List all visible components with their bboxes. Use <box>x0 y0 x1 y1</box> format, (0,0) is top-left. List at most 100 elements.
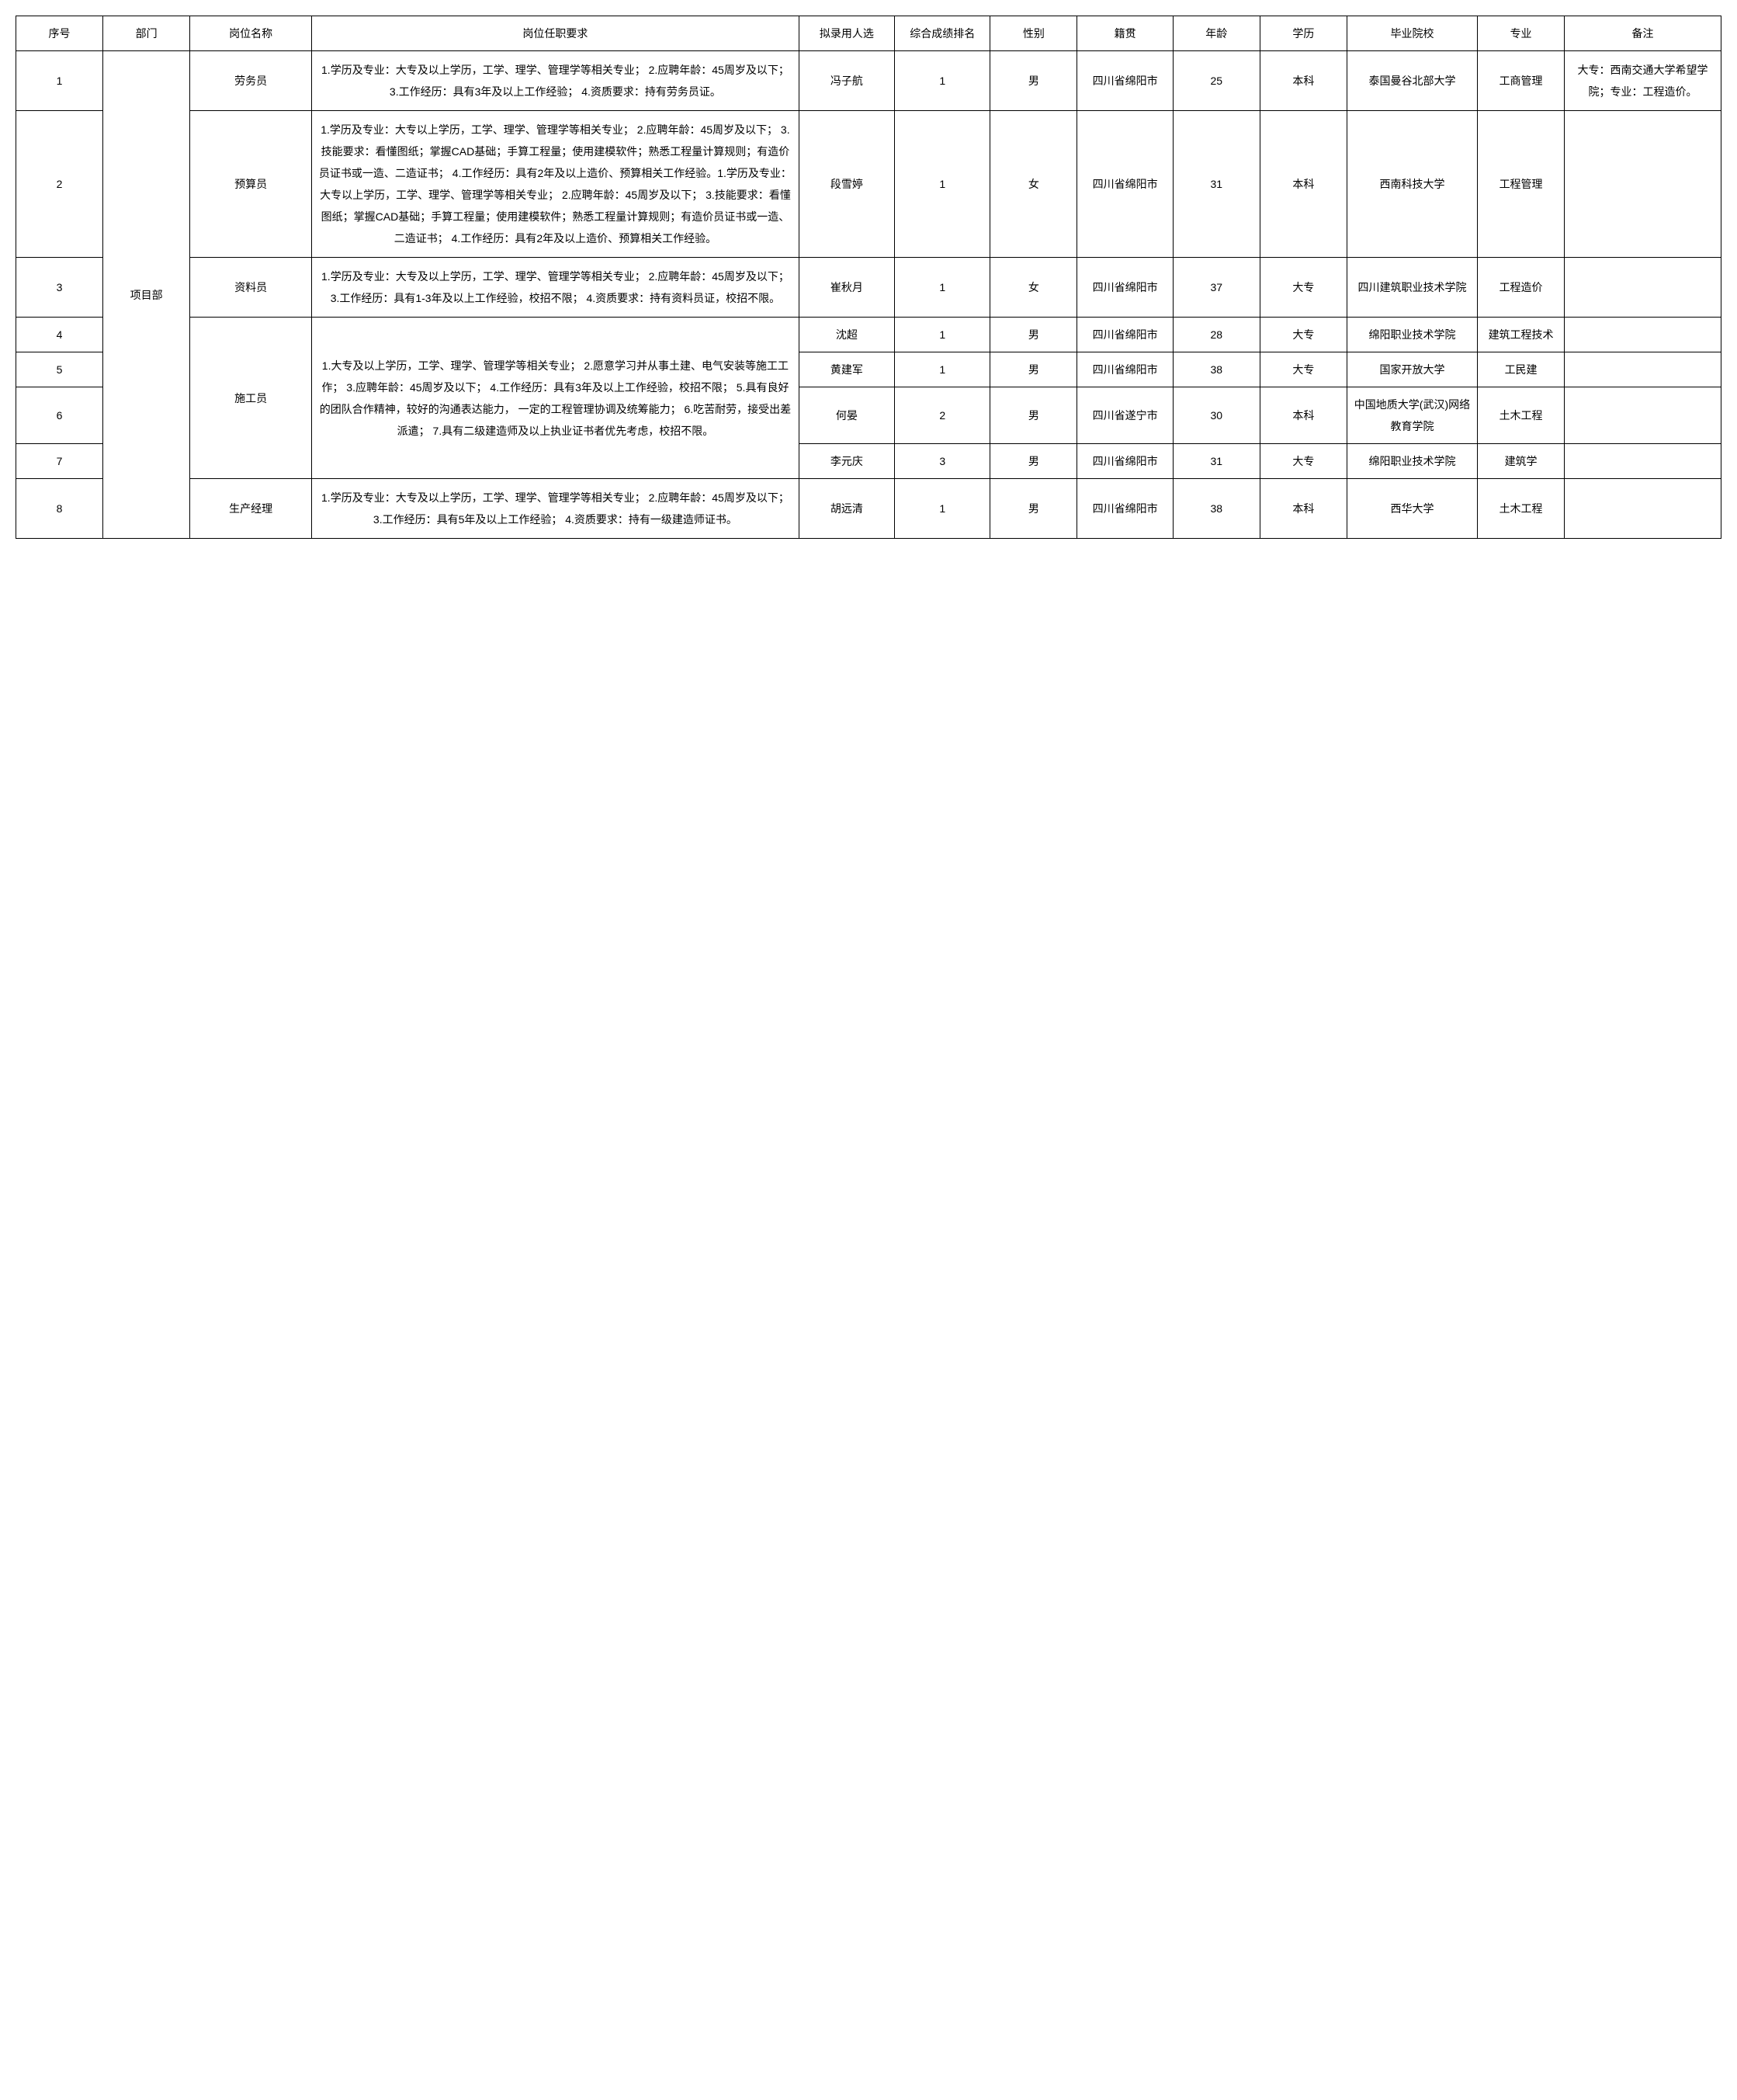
cell-position: 施工员 <box>190 318 312 479</box>
cell-age: 31 <box>1173 444 1260 479</box>
cell-major: 建筑学 <box>1478 444 1565 479</box>
cell-gender: 男 <box>990 318 1077 352</box>
cell-major: 工商管理 <box>1478 51 1565 111</box>
cell-education: 本科 <box>1260 479 1347 539</box>
cell-major: 工程造价 <box>1478 258 1565 318</box>
cell-requirement: 1.大专及以上学历，工学、理学、管理学等相关专业； 2.愿意学习并从事土建、电气… <box>312 318 799 479</box>
cell-gender: 男 <box>990 479 1077 539</box>
cell-rank: 1 <box>895 51 990 111</box>
cell-seq: 3 <box>16 258 103 318</box>
cell-origin: 四川省绵阳市 <box>1077 479 1173 539</box>
cell-education: 大专 <box>1260 444 1347 479</box>
cell-candidate: 崔秋月 <box>799 258 894 318</box>
table-row: 2 预算员 1.学历及专业：大专以上学历，工学、理学、管理学等相关专业； 2.应… <box>16 111 1721 258</box>
table-row: 4 施工员 1.大专及以上学历，工学、理学、管理学等相关专业； 2.愿意学习并从… <box>16 318 1721 352</box>
header-origin: 籍贯 <box>1077 16 1173 51</box>
header-major: 专业 <box>1478 16 1565 51</box>
cell-remark <box>1565 318 1721 352</box>
cell-gender: 男 <box>990 444 1077 479</box>
cell-remark: 大专：西南交通大学希望学院；专业：工程造价。 <box>1565 51 1721 111</box>
table-row: 3 资料员 1.学历及专业：大专及以上学历，工学、理学、管理学等相关专业； 2.… <box>16 258 1721 318</box>
cell-education: 大专 <box>1260 258 1347 318</box>
cell-seq: 6 <box>16 387 103 444</box>
cell-age: 30 <box>1173 387 1260 444</box>
cell-education: 大专 <box>1260 318 1347 352</box>
cell-major: 工程管理 <box>1478 111 1565 258</box>
header-requirement: 岗位任职要求 <box>312 16 799 51</box>
cell-candidate: 冯子航 <box>799 51 894 111</box>
cell-position: 生产经理 <box>190 479 312 539</box>
cell-school: 绵阳职业技术学院 <box>1347 318 1477 352</box>
cell-origin: 四川省遂宁市 <box>1077 387 1173 444</box>
cell-school: 中国地质大学(武汉)网络教育学院 <box>1347 387 1477 444</box>
cell-school: 泰国曼谷北部大学 <box>1347 51 1477 111</box>
cell-major: 土木工程 <box>1478 479 1565 539</box>
header-dept: 部门 <box>103 16 190 51</box>
header-candidate: 拟录用人选 <box>799 16 894 51</box>
cell-remark <box>1565 111 1721 258</box>
cell-remark <box>1565 444 1721 479</box>
cell-school: 西华大学 <box>1347 479 1477 539</box>
header-rank: 综合成绩排名 <box>895 16 990 51</box>
cell-rank: 3 <box>895 444 990 479</box>
header-seq: 序号 <box>16 16 103 51</box>
header-remark: 备注 <box>1565 16 1721 51</box>
cell-major: 土木工程 <box>1478 387 1565 444</box>
cell-rank: 1 <box>895 318 990 352</box>
cell-age: 25 <box>1173 51 1260 111</box>
cell-gender: 女 <box>990 111 1077 258</box>
cell-gender: 女 <box>990 258 1077 318</box>
cell-seq: 5 <box>16 352 103 387</box>
cell-candidate: 黄建军 <box>799 352 894 387</box>
cell-position: 预算员 <box>190 111 312 258</box>
cell-requirement: 1.学历及专业：大专及以上学历，工学、理学、管理学等相关专业； 2.应聘年龄：4… <box>312 258 799 318</box>
cell-candidate: 李元庆 <box>799 444 894 479</box>
header-age: 年龄 <box>1173 16 1260 51</box>
cell-candidate: 段雪婷 <box>799 111 894 258</box>
cell-gender: 男 <box>990 387 1077 444</box>
cell-requirement: 1.学历及专业：大专以上学历，工学、理学、管理学等相关专业； 2.应聘年龄：45… <box>312 111 799 258</box>
cell-rank: 1 <box>895 111 990 258</box>
cell-candidate: 胡远清 <box>799 479 894 539</box>
cell-department: 项目部 <box>103 51 190 539</box>
cell-remark <box>1565 479 1721 539</box>
cell-candidate: 何晏 <box>799 387 894 444</box>
cell-gender: 男 <box>990 51 1077 111</box>
cell-requirement: 1.学历及专业：大专及以上学历，工学、理学、管理学等相关专业； 2.应聘年龄：4… <box>312 51 799 111</box>
cell-requirement: 1.学历及专业：大专及以上学历，工学、理学、管理学等相关专业； 2.应聘年龄：4… <box>312 479 799 539</box>
cell-gender: 男 <box>990 352 1077 387</box>
cell-seq: 8 <box>16 479 103 539</box>
cell-school: 绵阳职业技术学院 <box>1347 444 1477 479</box>
cell-age: 38 <box>1173 352 1260 387</box>
table-row: 1 项目部 劳务员 1.学历及专业：大专及以上学历，工学、理学、管理学等相关专业… <box>16 51 1721 111</box>
header-gender: 性别 <box>990 16 1077 51</box>
cell-origin: 四川省绵阳市 <box>1077 51 1173 111</box>
cell-remark <box>1565 387 1721 444</box>
cell-age: 38 <box>1173 479 1260 539</box>
cell-seq: 2 <box>16 111 103 258</box>
cell-remark <box>1565 258 1721 318</box>
cell-education: 本科 <box>1260 111 1347 258</box>
header-education: 学历 <box>1260 16 1347 51</box>
cell-origin: 四川省绵阳市 <box>1077 111 1173 258</box>
cell-seq: 7 <box>16 444 103 479</box>
recruitment-table: 序号 部门 岗位名称 岗位任职要求 拟录用人选 综合成绩排名 性别 籍贯 年龄 … <box>16 16 1721 539</box>
table-row: 8 生产经理 1.学历及专业：大专及以上学历，工学、理学、管理学等相关专业； 2… <box>16 479 1721 539</box>
cell-age: 28 <box>1173 318 1260 352</box>
cell-school: 西南科技大学 <box>1347 111 1477 258</box>
cell-rank: 1 <box>895 479 990 539</box>
cell-candidate: 沈超 <box>799 318 894 352</box>
table-header-row: 序号 部门 岗位名称 岗位任职要求 拟录用人选 综合成绩排名 性别 籍贯 年龄 … <box>16 16 1721 51</box>
cell-school: 四川建筑职业技术学院 <box>1347 258 1477 318</box>
header-school: 毕业院校 <box>1347 16 1477 51</box>
cell-rank: 2 <box>895 387 990 444</box>
cell-origin: 四川省绵阳市 <box>1077 444 1173 479</box>
cell-seq: 1 <box>16 51 103 111</box>
cell-origin: 四川省绵阳市 <box>1077 318 1173 352</box>
cell-origin: 四川省绵阳市 <box>1077 258 1173 318</box>
cell-rank: 1 <box>895 258 990 318</box>
cell-education: 大专 <box>1260 352 1347 387</box>
cell-age: 37 <box>1173 258 1260 318</box>
cell-education: 本科 <box>1260 51 1347 111</box>
cell-remark <box>1565 352 1721 387</box>
